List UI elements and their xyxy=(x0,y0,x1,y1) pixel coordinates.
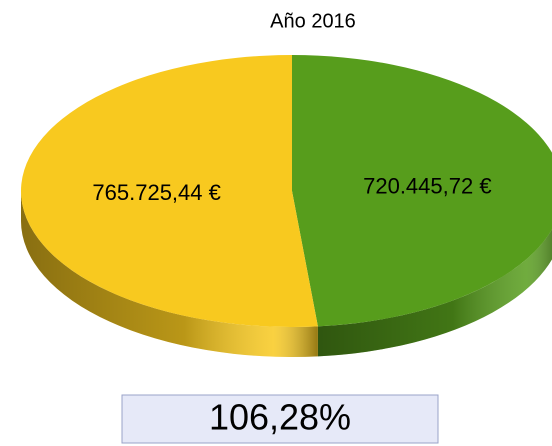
chart-title: Año 2016 xyxy=(270,10,356,32)
data-label: 720.445,72 € xyxy=(363,174,491,199)
pie-sides xyxy=(21,191,552,357)
annotation-box xyxy=(121,394,439,444)
slice-side-shade xyxy=(21,191,318,357)
slice xyxy=(21,55,318,328)
slice xyxy=(292,55,552,327)
pie: 720.445,72 € 765.725,44 € xyxy=(21,55,552,357)
data-label: 765.725,44 € xyxy=(92,180,220,205)
slice-side-shade xyxy=(317,229,552,357)
annotation: 106,28% xyxy=(209,397,351,438)
